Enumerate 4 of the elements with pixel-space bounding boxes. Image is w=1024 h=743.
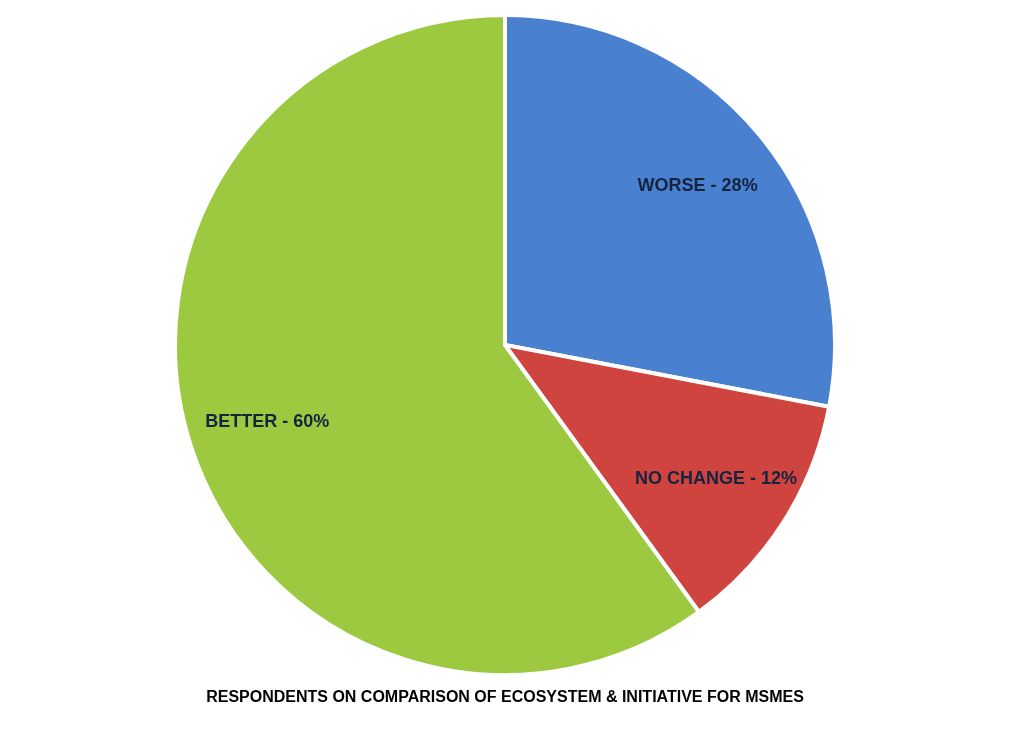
slice-label: WORSE - 28% xyxy=(637,174,758,195)
slice-label: BETTER - 60% xyxy=(205,411,330,432)
slice-label: NO CHANGE - 12% xyxy=(635,467,798,488)
text: RESPONDENTS ON COMPARISON OF ECOSYSTEM & INITIATIVE FOR MSMES xyxy=(206,688,805,705)
